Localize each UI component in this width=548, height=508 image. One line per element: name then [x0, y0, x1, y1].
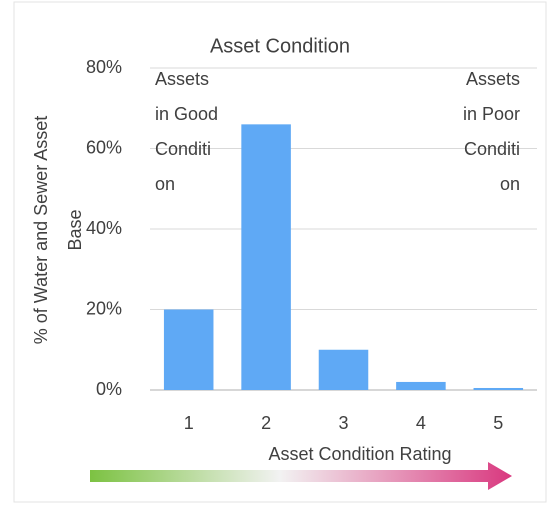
y-tick-label: 20%: [86, 298, 122, 318]
x-tick-label: 5: [493, 413, 503, 433]
annotation: Conditi: [155, 139, 211, 159]
frame: [13, 1, 547, 503]
y-axis-label: % of Water and Sewer Asset: [31, 116, 51, 344]
bar: [473, 387, 524, 390]
annotation: in Poor: [463, 104, 520, 124]
x-tick-label: 2: [261, 413, 271, 433]
gradient-arrow: [90, 462, 512, 490]
annotation: in Good: [155, 104, 218, 124]
x-tick-label: 3: [338, 413, 348, 433]
annotation: on: [500, 174, 520, 194]
bar: [318, 349, 369, 390]
annotation: Conditi: [464, 139, 520, 159]
x-tick-label: 4: [416, 413, 426, 433]
y-axis-label: Base: [65, 209, 85, 250]
y-tick-label: 40%: [86, 218, 122, 238]
bar: [241, 124, 291, 390]
y-tick-label: 80%: [86, 57, 122, 77]
x-tick-label: 1: [184, 413, 194, 433]
bar: [163, 309, 214, 390]
annotation: Assets: [155, 69, 209, 89]
y-tick-label: 60%: [86, 137, 122, 157]
chart-title: Asset Condition: [210, 35, 350, 57]
x-axis-label: Asset Condition Rating: [268, 444, 451, 464]
y-tick-label: 0%: [96, 379, 122, 399]
bar: [396, 381, 446, 390]
annotation: Assets: [466, 69, 520, 89]
annotation: on: [155, 174, 175, 194]
